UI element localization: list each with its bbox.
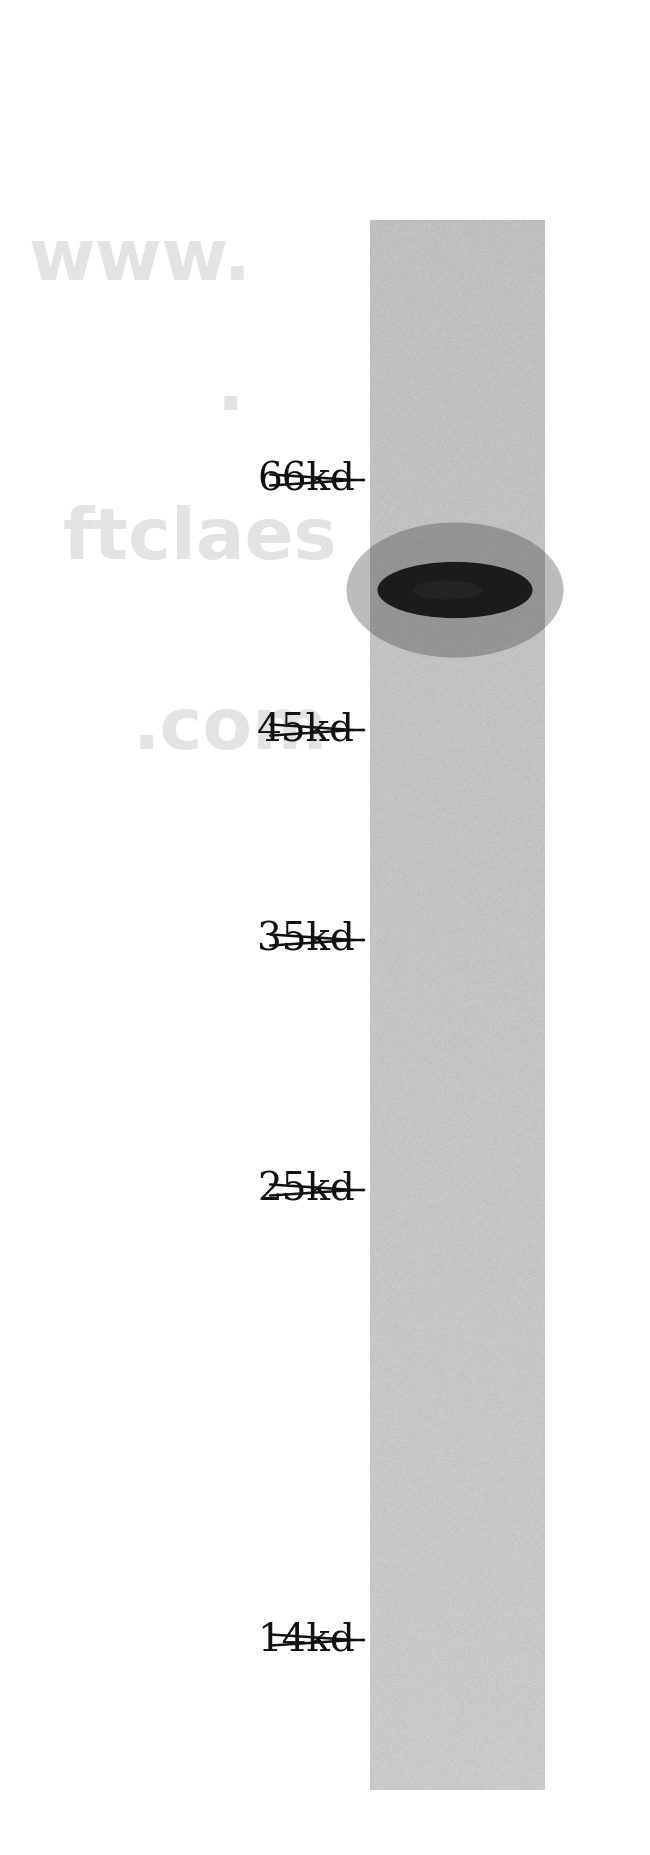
Text: 45kd: 45kd	[257, 712, 355, 749]
Text: 14kd: 14kd	[257, 1621, 355, 1658]
Ellipse shape	[412, 581, 482, 599]
Text: .: .	[216, 356, 244, 425]
Text: .com: .com	[133, 696, 328, 764]
Ellipse shape	[378, 562, 532, 618]
Ellipse shape	[346, 523, 564, 657]
Text: 25kd: 25kd	[257, 1172, 355, 1208]
Text: 35kd: 35kd	[257, 922, 355, 959]
Text: ftclaes: ftclaes	[63, 506, 337, 575]
Text: 66kd: 66kd	[257, 462, 355, 499]
Text: www.: www.	[29, 226, 252, 295]
